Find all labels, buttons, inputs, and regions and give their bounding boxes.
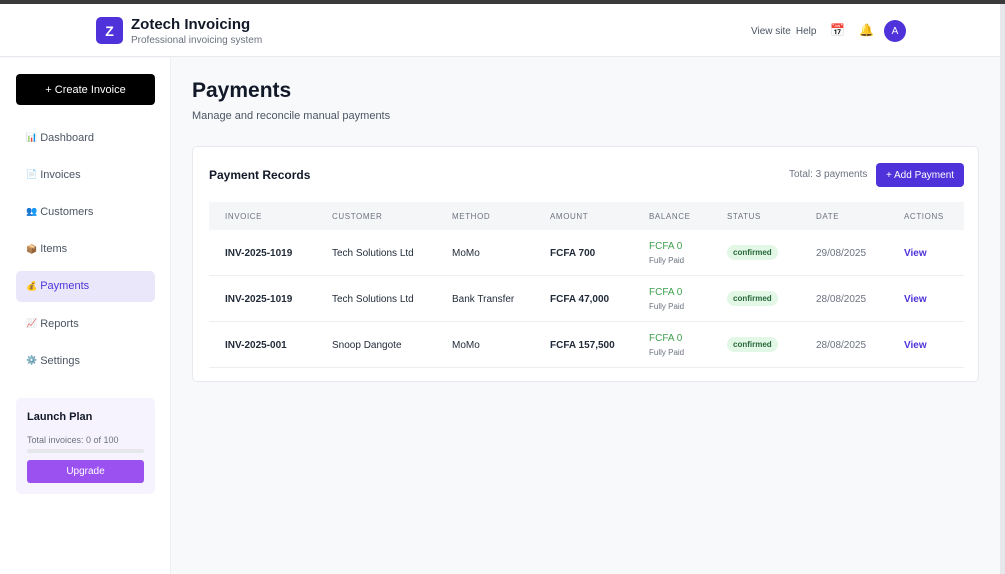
payment-method: MoMo [452,248,480,259]
add-payment-button[interactable]: + Add Payment [876,163,964,187]
payments-total: Total: 3 payments [789,169,868,180]
payment-date: 28/08/2025 [816,294,867,305]
payment-date: 28/08/2025 [816,340,867,351]
plan-usage: Total invoices: 0 of 100 [27,435,119,445]
status-badge: confirmed [727,291,778,306]
customer-name: Tech Solutions Ltd [332,294,414,305]
status-badge: confirmed [727,337,778,352]
column-header-invoice: INVOICE [225,212,263,221]
avatar[interactable]: A [884,20,906,42]
sidebar-item-reports[interactable]: 📈 Reports [16,308,155,339]
payment-amount: FCFA 47,000 [550,294,610,305]
table-row: INV-2025-001 Snoop Dangote MoMo FCFA 157… [209,322,964,368]
payment-amount: FCFA 700 [550,248,596,259]
plan-progress-bar [27,449,144,453]
balance-amount: FCFA 0 [649,287,683,298]
brand-name: Zotech Invoicing [131,16,251,33]
column-header-amount: AMOUNT [550,212,589,221]
sidebar-item-label: Payments [40,280,90,293]
page-title: Payments [192,79,292,102]
card-title: Payment Records [209,168,311,182]
column-header-balance: BALANCE [649,212,691,221]
status-badge: confirmed [727,245,778,260]
table-row: INV-2025-1019 Tech Solutions Ltd Bank Tr… [209,276,964,322]
create-invoice-button[interactable]: + Create Invoice [16,74,155,105]
view-link[interactable]: View [904,340,927,351]
view-site-link[interactable]: View site [751,26,791,37]
balance-note: Fully Paid [649,256,685,265]
balance-amount: FCFA 0 [649,241,683,252]
sidebar-item-label: Dashboard [40,131,95,144]
plan-title: Launch Plan [27,411,93,423]
sidebar-item-items[interactable]: 📦 Items [16,234,155,265]
column-header-customer: CUSTOMER [332,212,383,221]
balance-amount: FCFA 0 [649,333,683,344]
sidebar-item-label: Items [40,243,68,256]
invoice-number[interactable]: INV-2025-001 [225,340,287,351]
window-top-bar [0,0,1005,4]
customer-name: Snoop Dangote [332,340,402,351]
help-link[interactable]: Help [795,26,817,37]
invoices-icon: 📄 [26,169,38,180]
invoice-number[interactable]: INV-2025-1019 [225,248,293,259]
payment-records-card: Payment Records Total: 3 payments + Add … [192,146,979,382]
items-icon: 📦 [26,243,38,254]
balance-note: Fully Paid [649,348,685,357]
column-header-status: STATUS [727,212,761,221]
header-links: View site Help [751,26,821,37]
logo: Z [96,17,123,44]
sidebar-item-label: Settings [40,354,80,367]
upgrade-button[interactable]: Upgrade [27,460,144,483]
view-link[interactable]: View [904,294,927,305]
sidebar-item-customers[interactable]: 👥 Customers [16,196,155,227]
payment-date: 29/08/2025 [816,248,867,259]
sidebar: + Create Invoice 📊 Dashboard 📄 Invoices 👥 Cus… [0,58,171,574]
table-header: INVOICE CUSTOMER METHOD AMOUNT BALANCE STATUS… [209,202,964,230]
payments-icon: 💰 [26,280,38,291]
scrollbar[interactable] [1000,4,1005,574]
balance-note: Fully Paid [649,302,685,311]
sidebar-item-label: Invoices [40,168,81,181]
sidebar-item-label: Customers [40,205,94,218]
settings-icon: ⚙️ [26,355,38,366]
sidebar-item-payments[interactable]: 💰 Payments [16,270,155,302]
payment-method: Bank Transfer [452,294,515,305]
calendar-icon[interactable]: 📅 [830,23,845,37]
table-row: INV-2025-1019 Tech Solutions Ltd MoMo FC… [209,230,964,276]
invoice-number[interactable]: INV-2025-1019 [225,294,293,305]
payment-amount: FCFA 157,500 [550,340,615,351]
brand-tagline: Professional invoicing system [131,35,263,46]
plan-card: Launch Plan Total invoices: 0 of 100 Upg… [16,398,155,494]
payment-method: MoMo [452,340,480,351]
customer-name: Tech Solutions Ltd [332,248,414,259]
sidebar-item-invoices[interactable]: 📄 Invoices [16,159,155,190]
column-header-date: DATE [816,212,840,221]
reports-icon: 📈 [26,318,38,328]
bell-icon[interactable]: 🔔 [859,23,874,37]
customers-icon: 👥 [26,206,38,217]
column-header-method: METHOD [452,212,491,221]
view-link[interactable]: View [904,248,927,259]
dashboard-icon: 📊 [26,132,38,142]
sidebar-item-label: Reports [40,317,79,330]
column-header-actions: ACTIONS [904,212,944,221]
page-subtitle: Manage and reconcile manual payments [192,110,391,122]
sidebar-item-dashboard[interactable]: 📊 Dashboard [16,122,155,153]
app-header: Z Zotech Invoicing Professional invoicin… [0,4,1000,57]
sidebar-item-settings[interactable]: ⚙️ Settings [16,345,155,376]
